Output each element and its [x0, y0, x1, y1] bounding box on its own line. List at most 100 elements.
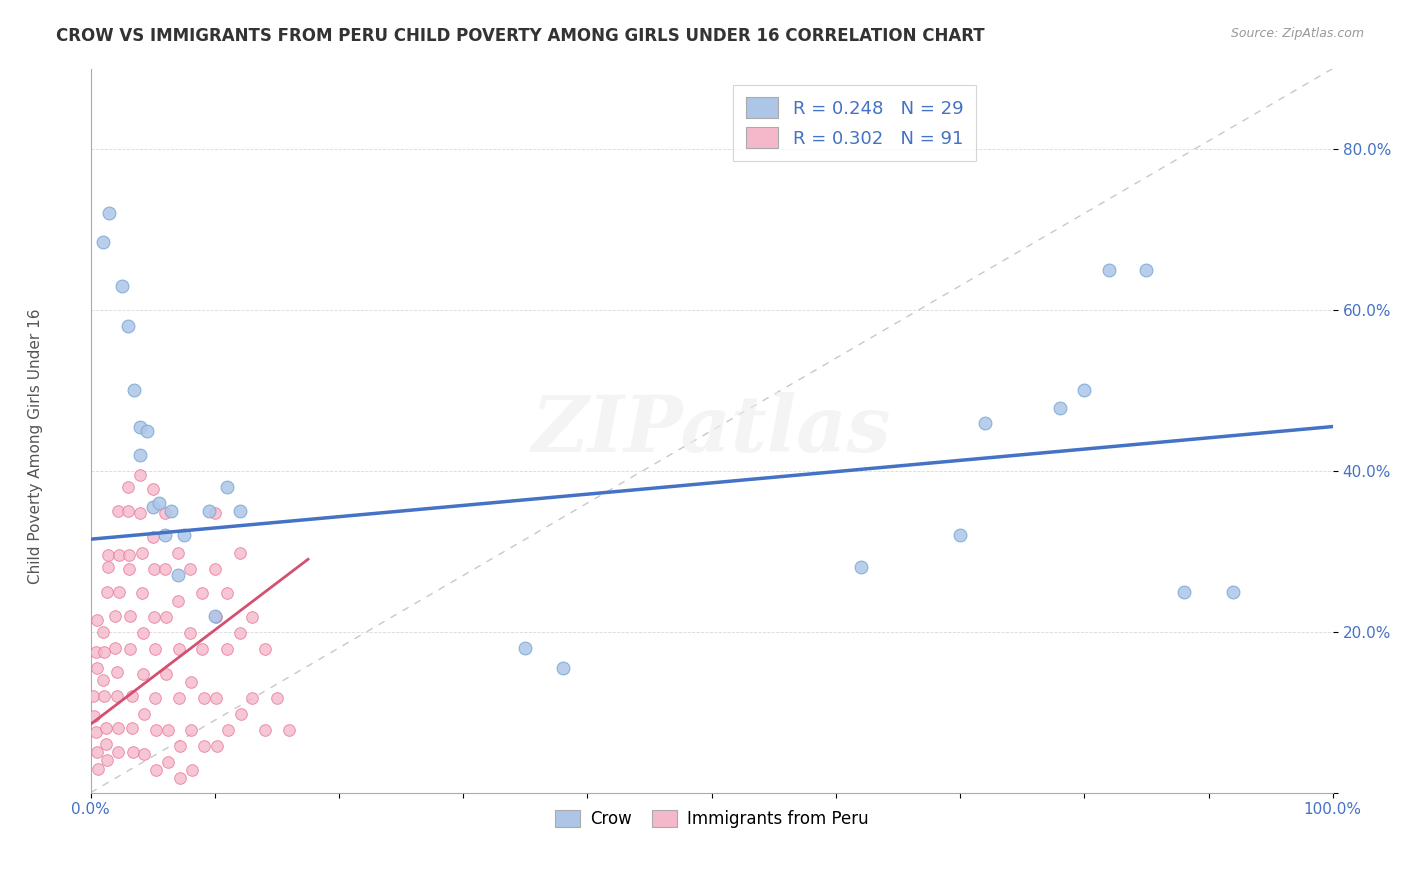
- Point: [169, 771, 191, 785]
- Point: [204, 608, 226, 623]
- Point: [121, 746, 143, 760]
- Point: [849, 560, 872, 574]
- Point: [96, 754, 118, 768]
- Point: [129, 467, 152, 482]
- Point: [122, 384, 145, 398]
- Point: [253, 723, 276, 737]
- Point: [118, 549, 141, 563]
- Point: [228, 504, 250, 518]
- Point: [266, 690, 288, 705]
- Point: [117, 480, 139, 494]
- Point: [169, 739, 191, 753]
- Point: [145, 723, 167, 737]
- Point: [218, 723, 240, 737]
- Point: [118, 562, 141, 576]
- Point: [166, 594, 188, 608]
- Point: [108, 549, 131, 563]
- Point: [131, 546, 153, 560]
- Point: [142, 500, 165, 514]
- Point: [145, 763, 167, 777]
- Point: [96, 584, 118, 599]
- Point: [105, 689, 128, 703]
- Point: [240, 610, 263, 624]
- Point: [120, 608, 142, 623]
- Point: [143, 610, 166, 624]
- Point: [204, 562, 226, 576]
- Point: [229, 706, 252, 721]
- Point: [253, 642, 276, 657]
- Point: [142, 482, 165, 496]
- Point: [86, 746, 108, 760]
- Point: [155, 610, 177, 624]
- Point: [86, 613, 108, 627]
- Point: [83, 709, 105, 723]
- Point: [515, 640, 537, 655]
- Point: [173, 528, 195, 542]
- Point: [142, 530, 165, 544]
- Point: [278, 723, 301, 737]
- Point: [153, 528, 176, 542]
- Point: [117, 504, 139, 518]
- Point: [129, 506, 152, 520]
- Point: [120, 642, 142, 657]
- Point: [240, 690, 263, 705]
- Point: [179, 626, 201, 640]
- Point: [131, 586, 153, 600]
- Point: [217, 480, 239, 494]
- Point: [94, 721, 117, 735]
- Point: [205, 610, 228, 624]
- Point: [1135, 262, 1157, 277]
- Point: [91, 673, 114, 687]
- Point: [153, 562, 176, 576]
- Point: [84, 725, 107, 739]
- Point: [97, 560, 120, 574]
- Point: [129, 448, 152, 462]
- Point: [91, 624, 114, 639]
- Point: [132, 666, 155, 681]
- Point: [180, 723, 202, 737]
- Point: [93, 689, 115, 703]
- Point: [129, 419, 152, 434]
- Point: [181, 763, 204, 777]
- Point: [132, 626, 155, 640]
- Point: [121, 721, 143, 735]
- Point: [108, 584, 131, 599]
- Legend: Crow, Immigrants from Peru: Crow, Immigrants from Peru: [548, 804, 875, 835]
- Point: [132, 747, 155, 761]
- Point: [191, 586, 214, 600]
- Point: [98, 206, 121, 220]
- Point: [143, 642, 166, 657]
- Point: [143, 690, 166, 705]
- Point: [228, 626, 250, 640]
- Point: [166, 568, 188, 582]
- Point: [107, 721, 129, 735]
- Point: [217, 642, 239, 657]
- Point: [104, 608, 127, 623]
- Text: Child Poverty Among Girls Under 16: Child Poverty Among Girls Under 16: [28, 309, 42, 583]
- Point: [156, 723, 179, 737]
- Point: [191, 642, 214, 657]
- Point: [148, 496, 170, 510]
- Point: [160, 504, 183, 518]
- Point: [153, 506, 176, 520]
- Point: [197, 504, 219, 518]
- Point: [93, 645, 115, 659]
- Point: [1098, 262, 1121, 277]
- Point: [1173, 584, 1195, 599]
- Point: [91, 235, 114, 249]
- Point: [193, 690, 215, 705]
- Point: [205, 690, 228, 705]
- Point: [207, 739, 229, 753]
- Point: [97, 549, 120, 563]
- Point: [1222, 584, 1244, 599]
- Text: ZIPatlas: ZIPatlas: [531, 392, 891, 469]
- Point: [84, 645, 107, 659]
- Point: [132, 706, 155, 721]
- Point: [167, 690, 190, 705]
- Point: [155, 666, 177, 681]
- Text: CROW VS IMMIGRANTS FROM PERU CHILD POVERTY AMONG GIRLS UNDER 16 CORRELATION CHAR: CROW VS IMMIGRANTS FROM PERU CHILD POVER…: [56, 27, 984, 45]
- Point: [166, 546, 188, 560]
- Point: [180, 674, 202, 689]
- Point: [179, 562, 201, 576]
- Point: [204, 506, 226, 520]
